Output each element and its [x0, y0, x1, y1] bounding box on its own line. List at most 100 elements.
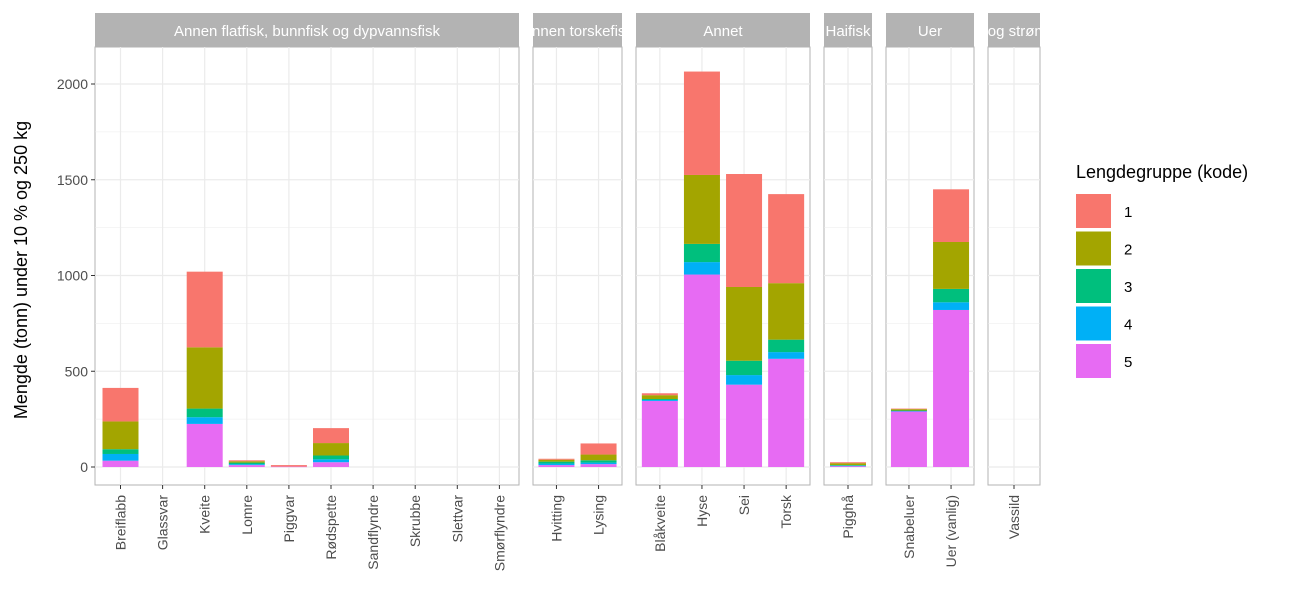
bar-stack	[641, 393, 678, 467]
bar-segment-1	[102, 387, 139, 422]
facet-title: Annen flatfisk, bunnfisk og dypvannsfisk	[174, 23, 440, 40]
bar-segment-2	[768, 283, 805, 340]
legend-swatch	[1076, 306, 1111, 341]
bar-segment-1	[933, 189, 970, 242]
y-tick-label: 2000	[57, 76, 88, 92]
facet-panel: Annen flatfisk, bunnfisk og dypvannsfisk…	[94, 13, 520, 571]
facet-strip	[886, 13, 974, 47]
y-axis: 0 500 1000 1500 2000	[57, 76, 95, 475]
x-tick-label: Slettvar	[449, 495, 465, 543]
bar-segment-5	[313, 462, 349, 467]
bar-segment-3	[933, 288, 970, 303]
bar-segment-4	[890, 410, 927, 412]
x-tick-label: Blåkveite	[652, 495, 668, 552]
facet-strip	[636, 13, 810, 47]
bar-segment-3	[890, 410, 927, 412]
bar-segment-1	[830, 462, 866, 464]
bar-segment-4	[683, 262, 720, 275]
bar-segment-4	[641, 399, 678, 401]
legend-entry: 1	[1076, 194, 1132, 228]
bar-segment-1	[270, 465, 307, 467]
bar-segment-3	[768, 339, 805, 353]
bar-stack	[102, 387, 139, 467]
bar-segment-3	[538, 461, 575, 464]
bar-stack	[313, 428, 349, 467]
facet-panel: Annet Blåkveite Hyse Sei Torsk	[635, 13, 811, 552]
bar-segment-2	[580, 454, 617, 461]
bar-segment-5	[580, 464, 617, 467]
bar-segment-2	[890, 409, 927, 411]
legend: Lengdegruppe (kode) 1 2 3 4 5	[1076, 162, 1248, 378]
facet-strip	[824, 13, 872, 47]
facet-panel: Uer Snabeluer Uer (vanlig)	[885, 13, 975, 567]
bar-segment-2	[186, 347, 223, 409]
bar-segment-3	[683, 243, 720, 263]
bar-segment-1	[768, 194, 805, 284]
y-tick-label: 1500	[57, 172, 88, 188]
bar-segment-3	[726, 360, 763, 376]
bar-segment-3	[580, 460, 617, 463]
bar-segment-1	[890, 408, 927, 410]
bar-segment-4	[580, 462, 617, 465]
facet-strip	[988, 13, 1040, 47]
bar-segment-5	[186, 423, 223, 467]
bar-segment-4	[538, 463, 575, 466]
bar-segment-2	[683, 174, 720, 244]
bar-segment-5	[538, 465, 575, 467]
bar-segment-5	[933, 309, 970, 467]
x-tick-label: Glassvar	[155, 495, 171, 551]
bar-segment-3	[830, 465, 866, 466]
bar-stack	[768, 194, 805, 467]
bar-segment-4	[768, 352, 805, 359]
x-tick-label: Piggvar	[281, 495, 297, 543]
bar-segment-5	[768, 358, 805, 467]
bar-segment-1	[641, 393, 678, 396]
facet-strip	[533, 13, 622, 47]
legend-swatch	[1076, 344, 1111, 378]
x-tick-label: Hvitting	[548, 495, 564, 542]
legend-label: 4	[1124, 317, 1132, 334]
bar-segment-1	[186, 271, 223, 348]
x-tick-label: Torsk	[778, 494, 794, 528]
bar-segment-5	[102, 460, 139, 467]
bar-segment-1	[538, 458, 575, 460]
y-axis-title: Mengde (tonn) under 10 % og 250 kg	[11, 121, 31, 419]
y-tick-label: 500	[65, 363, 89, 379]
bar-segment-3	[313, 455, 349, 460]
facet-panel: Haifisk Pigghå	[823, 13, 873, 539]
legend-label: 1	[1124, 204, 1132, 221]
bar-stack	[228, 460, 265, 467]
bar-segment-5	[228, 465, 265, 467]
bar-segment-4	[726, 375, 763, 385]
legend-entry: 3	[1076, 269, 1132, 303]
bar-segment-5	[726, 384, 763, 467]
bar-segment-5	[890, 411, 927, 467]
bar-segment-2	[933, 241, 970, 289]
facet-title: Sild og strømsild	[959, 23, 1070, 40]
legend-swatch	[1076, 194, 1111, 228]
bar-segment-4	[933, 302, 970, 310]
bar-stack	[683, 71, 720, 467]
x-tick-label: Vassild	[1006, 495, 1022, 539]
bar-segment-3	[228, 462, 265, 465]
x-tick-label: Rødspette	[323, 495, 339, 560]
x-tick-label: Hyse	[694, 495, 710, 527]
bar-stack	[933, 189, 970, 467]
bar-stack	[186, 271, 223, 467]
facet-border	[94, 46, 520, 486]
x-tick-label: Kveite	[197, 495, 213, 534]
facet-title: Annen torskefisk	[522, 23, 633, 40]
legend-label: 3	[1124, 279, 1132, 296]
x-tick-label: Lomre	[239, 495, 255, 535]
y-tick-label: 0	[80, 459, 88, 475]
legend-entry: 2	[1076, 231, 1132, 266]
bar-segment-2	[228, 461, 265, 463]
legend-entry: 4	[1076, 306, 1132, 341]
facet-border	[532, 46, 623, 486]
x-tick-label: Smørflyndre	[491, 495, 507, 571]
facet-title: Uer	[918, 23, 942, 40]
bar-stack	[890, 408, 927, 467]
bar-segment-5	[270, 466, 307, 468]
bar-segment-3	[641, 399, 678, 400]
bar-segment-5	[641, 400, 678, 467]
